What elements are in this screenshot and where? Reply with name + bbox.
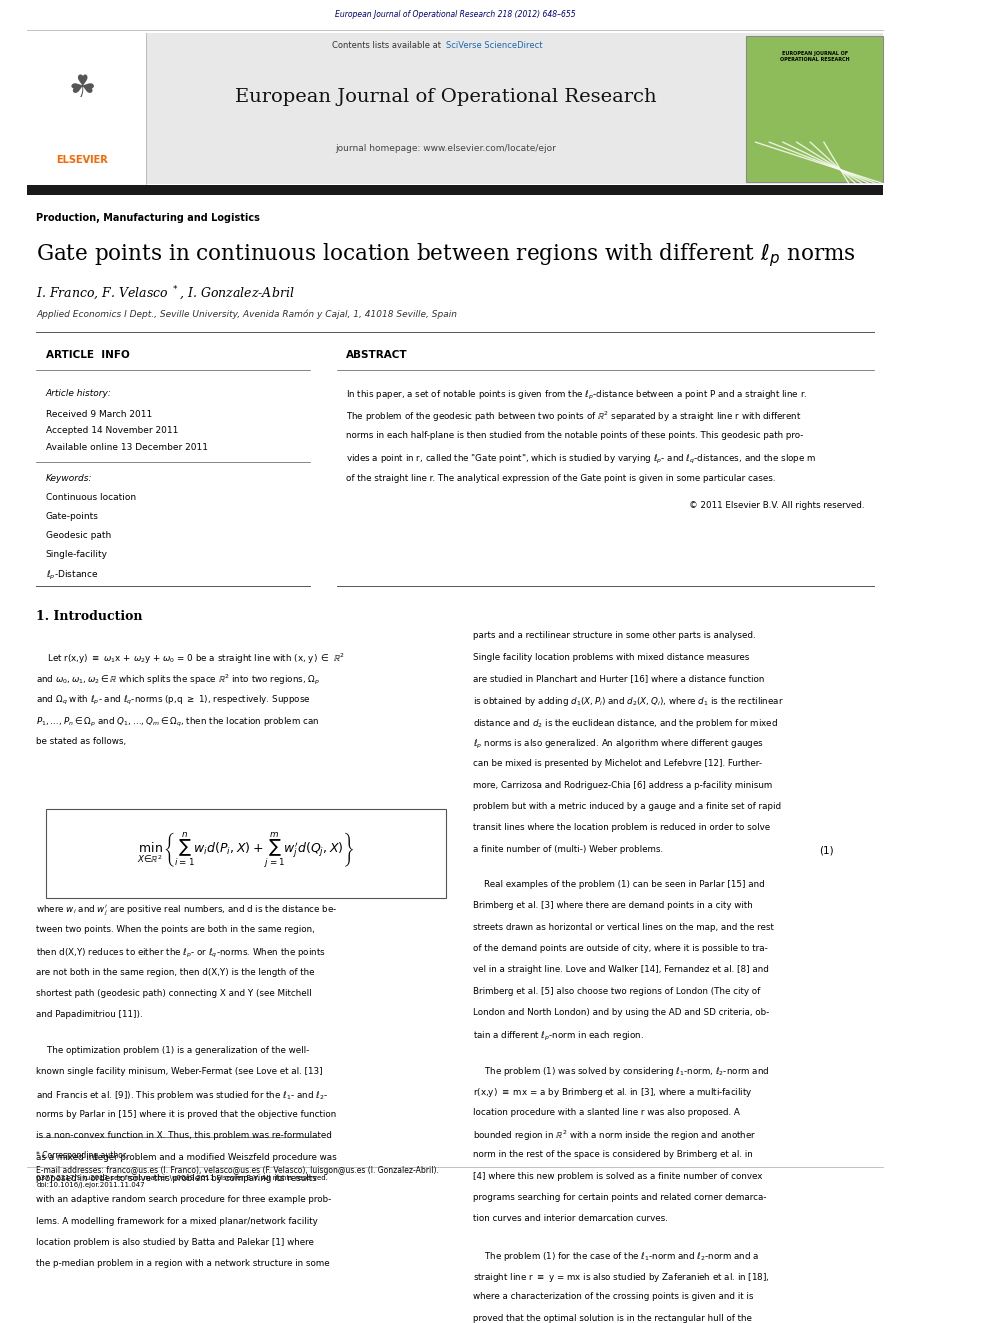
Text: Brimberg et al. [5] also choose two regions of London (The city of: Brimberg et al. [5] also choose two regi… [473, 987, 761, 996]
Text: with an adaptive random search procedure for three example prob-: with an adaptive random search procedure… [37, 1195, 331, 1204]
Text: proposed in order to solve this problem by comparing its results: proposed in order to solve this problem … [37, 1174, 317, 1183]
Text: E-mail addresses: franco@us.es (I. Franco), velasco@us.es (F. Velasco), luisgon@: E-mail addresses: franco@us.es (I. Franc… [37, 1166, 439, 1175]
Text: London and North London) and by using the AD and SD criteria, ob-: London and North London) and by using th… [473, 1008, 770, 1017]
Text: parts and a rectilinear structure in some other parts is analysed.: parts and a rectilinear structure in som… [473, 631, 756, 640]
Text: norm in the rest of the space is considered by Brimberg et al. in: norm in the rest of the space is conside… [473, 1150, 753, 1159]
Text: streets drawn as horizontal or vertical lines on the map, and the rest: streets drawn as horizontal or vertical … [473, 923, 775, 931]
Text: Production, Manufacturing and Logistics: Production, Manufacturing and Logistics [37, 213, 260, 224]
Text: where a characterization of the crossing points is given and it is: where a characterization of the crossing… [473, 1293, 754, 1302]
Text: tain a different $\ell_p$-norm in each region.: tain a different $\ell_p$-norm in each r… [473, 1029, 644, 1043]
Text: $P_1,\ldots,P_n \in \Omega_p$ and $Q_1,\ldots,Q_m \in \Omega_q$, then the locati: $P_1,\ldots,P_n \in \Omega_p$ and $Q_1,\… [37, 716, 319, 729]
Text: Real examples of the problem (1) can be seen in Parlar [15] and: Real examples of the problem (1) can be … [473, 880, 765, 889]
Text: doi:10.1016/j.ejor.2011.11.047: doi:10.1016/j.ejor.2011.11.047 [37, 1183, 145, 1188]
Text: programs searching for certain points and related corner demarca-: programs searching for certain points an… [473, 1193, 767, 1201]
Text: be stated as follows,: be stated as follows, [37, 737, 127, 746]
Text: where $w_i$ and $w_j'$ are positive real numbers, and d is the distance be-: where $w_i$ and $w_j'$ are positive real… [37, 904, 337, 918]
Text: can be mixed is presented by Michelot and Lefebvre [12]. Further-: can be mixed is presented by Michelot an… [473, 759, 763, 769]
Text: of the demand points are outside of city, where it is possible to tra-: of the demand points are outside of city… [473, 945, 768, 953]
Text: more, Carrizosa and Rodriguez-Chia [6] address a p-facility minisum: more, Carrizosa and Rodriguez-Chia [6] a… [473, 781, 773, 790]
Text: 1. Introduction: 1. Introduction [37, 610, 143, 623]
Text: SciVerse ScienceDirect: SciVerse ScienceDirect [446, 41, 543, 49]
Text: (1): (1) [819, 845, 834, 856]
Text: location problem is also studied by Batta and Palekar [1] where: location problem is also studied by Batt… [37, 1238, 314, 1248]
Text: European Journal of Operational Research 218 (2012) 648–655: European Journal of Operational Research… [335, 9, 575, 19]
Text: The optimization problem (1) is a generalization of the well-: The optimization problem (1) is a genera… [37, 1046, 310, 1054]
FancyBboxPatch shape [28, 33, 883, 184]
Text: Continuous location: Continuous location [46, 492, 136, 501]
Text: r(x,y) $\equiv$ mx = a by Brimberg et al. in [3], where a multi-facility: r(x,y) $\equiv$ mx = a by Brimberg et al… [473, 1086, 753, 1099]
Text: straight line r $\equiv$ y = mx is also studied by Zaferanieh et al. in [18],: straight line r $\equiv$ y = mx is also … [473, 1271, 770, 1285]
Text: and $\omega_0, \omega_1, \omega_2 \in \mathbb{R}$ which splits the space $\mathb: and $\omega_0, \omega_1, \omega_2 \in \m… [37, 673, 320, 688]
Text: known single facility minisum, Weber-Fermat (see Love et al. [13]: known single facility minisum, Weber-Fer… [37, 1068, 323, 1077]
Text: $\ell_p$ norms is also generalized. An algorithm where different gauges: $\ell_p$ norms is also generalized. An a… [473, 738, 765, 751]
Text: vel in a straight line. Love and Walker [14], Fernandez et al. [8] and: vel in a straight line. Love and Walker … [473, 966, 769, 975]
Text: Contents lists available at: Contents lists available at [332, 41, 446, 49]
FancyBboxPatch shape [28, 185, 883, 196]
Text: * Corresponding author.: * Corresponding author. [37, 1151, 128, 1160]
Text: journal homepage: www.elsevier.com/locate/ejor: journal homepage: www.elsevier.com/locat… [335, 144, 557, 152]
Text: In this paper, a set of notable points is given from the $\ell_p$-distance betwe: In this paper, a set of notable points i… [346, 389, 807, 402]
Text: Single facility location problems with mixed distance measures: Single facility location problems with m… [473, 652, 750, 662]
Text: ARTICLE  INFO: ARTICLE INFO [46, 351, 129, 360]
Text: Received 9 March 2011: Received 9 March 2011 [46, 410, 152, 419]
Text: European Journal of Operational Research: European Journal of Operational Research [235, 89, 657, 106]
Text: The problem (1) for the case of the $\ell_1$-norm and $\ell_2$-norm and a: The problem (1) for the case of the $\el… [473, 1250, 760, 1262]
Text: transit lines where the location problem is reduced in order to solve: transit lines where the location problem… [473, 823, 771, 832]
Text: tion curves and interior demarcation curves.: tion curves and interior demarcation cur… [473, 1215, 669, 1224]
Text: tween two points. When the points are both in the same region,: tween two points. When the points are bo… [37, 925, 315, 934]
Text: lems. A modelling framework for a mixed planar/network facility: lems. A modelling framework for a mixed … [37, 1217, 318, 1225]
Text: I. Franco, F. Velasco $^*$, I. Gonzalez-Abril: I. Franco, F. Velasco $^*$, I. Gonzalez-… [37, 284, 295, 303]
Text: distance and $d_2$ is the euclidean distance, and the problem for mixed: distance and $d_2$ is the euclidean dist… [473, 717, 779, 730]
Text: Geodesic path: Geodesic path [46, 531, 111, 540]
Text: Brimberg et al. [3] where there are demand points in a city with: Brimberg et al. [3] where there are dema… [473, 901, 753, 910]
Text: Keywords:: Keywords: [46, 474, 92, 483]
Text: [4] where this new problem is solved as a finite number of convex: [4] where this new problem is solved as … [473, 1172, 763, 1180]
Text: 0377-2217/$ \u2013 see front matter \u00a9 2011 Elsevier B.V. All rights reserve: 0377-2217/$ \u2013 see front matter \u00… [37, 1175, 328, 1181]
Text: are studied in Planchart and Hurter [16] where a distance function: are studied in Planchart and Hurter [16]… [473, 673, 765, 683]
Text: The problem (1) was solved by considering $\ell_1$-norm, $\ell_2$-norm and: The problem (1) was solved by considerin… [473, 1065, 770, 1078]
Text: ABSTRACT: ABSTRACT [346, 351, 408, 360]
Text: norms in each half-plane is then studied from the notable points of these points: norms in each half-plane is then studied… [346, 431, 804, 441]
Text: is a non-convex function in X. Thus, this problem was re-formulated: is a non-convex function in X. Thus, thi… [37, 1131, 332, 1140]
Text: ELSEVIER: ELSEVIER [57, 155, 108, 165]
Text: © 2011 Elsevier B.V. All rights reserved.: © 2011 Elsevier B.V. All rights reserved… [689, 501, 865, 511]
FancyBboxPatch shape [747, 36, 883, 183]
Text: and Papadimitriou [11]).: and Papadimitriou [11]). [37, 1011, 143, 1020]
Text: are not both in the same region, then d(X,Y) is the length of the: are not both in the same region, then d(… [37, 968, 314, 976]
Text: $\ell_p$-Distance: $\ell_p$-Distance [46, 569, 98, 582]
Text: norms by Parlar in [15] where it is proved that the objective function: norms by Parlar in [15] where it is prov… [37, 1110, 336, 1119]
Text: vides a point in r, called the "Gate point", which is studied by varying $\ell_p: vides a point in r, called the "Gate poi… [346, 452, 816, 466]
Text: as a mixed integer problem and a modified Weiszfeld procedure was: as a mixed integer problem and a modifie… [37, 1152, 337, 1162]
Text: location procedure with a slanted line r was also proposed. A: location procedure with a slanted line r… [473, 1107, 740, 1117]
Text: Gate points in continuous location between regions with different $\ell_p$ norms: Gate points in continuous location betwe… [37, 241, 856, 269]
Text: ☘: ☘ [68, 74, 95, 103]
Text: Available online 13 December 2011: Available online 13 December 2011 [46, 443, 207, 452]
Text: and Francis et al. [9]). This problem was studied for the $\ell_1$- and $\ell_2$: and Francis et al. [9]). This problem wa… [37, 1089, 328, 1102]
Text: proved that the optimal solution is in the rectangular hull of the: proved that the optimal solution is in t… [473, 1314, 752, 1323]
Text: problem but with a metric induced by a gauge and a finite set of rapid: problem but with a metric induced by a g… [473, 802, 782, 811]
Text: then d(X,Y) reduces to either the $\ell_p$- or $\ell_q$-norms. When the points: then d(X,Y) reduces to either the $\ell_… [37, 946, 326, 959]
FancyBboxPatch shape [28, 33, 146, 184]
Text: shortest path (geodesic path) connecting X and Y (see Mitchell: shortest path (geodesic path) connecting… [37, 990, 312, 998]
Text: bounded region in $\mathbb{R}^2$ with a norm inside the region and another: bounded region in $\mathbb{R}^2$ with a … [473, 1129, 757, 1143]
Text: EUROPEAN JOURNAL OF
OPERATIONAL RESEARCH: EUROPEAN JOURNAL OF OPERATIONAL RESEARCH [780, 52, 849, 62]
Text: Accepted 14 November 2011: Accepted 14 November 2011 [46, 426, 178, 435]
Text: Article history:: Article history: [46, 389, 111, 397]
Text: is obtained by adding $d_1(X,P_i)$ and $d_2(X,Q_i)$, where $d_1$ is the rectilin: is obtained by adding $d_1(X,P_i)$ and $… [473, 696, 784, 708]
Text: The problem of the geodesic path between two points of $\mathbb{R}^2$ separated : The problem of the geodesic path between… [346, 410, 802, 425]
Text: Gate-points: Gate-points [46, 512, 98, 521]
Text: Let r(x,y) $\equiv$ $\omega_1$x + $\omega_2$y + $\omega_0$ = 0 be a straight lin: Let r(x,y) $\equiv$ $\omega_1$x + $\omeg… [37, 651, 345, 665]
Text: a finite number of (multi-) Weber problems.: a finite number of (multi-) Weber proble… [473, 844, 664, 853]
Text: $\min_{X \in \mathbb{R}^2} \left\{ \sum_{i=1}^{n} w_i d(P_i, X) + \sum_{j=1}^{m}: $\min_{X \in \mathbb{R}^2} \left\{ \sum_… [137, 831, 354, 871]
Text: the p-median problem in a region with a network structure in some: the p-median problem in a region with a … [37, 1259, 330, 1269]
Text: of the straight line r. The analytical expression of the Gate point is given in : of the straight line r. The analytical e… [346, 474, 776, 483]
Text: Applied Economics I Dept., Seville University, Avenida Ramón y Cajal, 1, 41018 S: Applied Economics I Dept., Seville Unive… [37, 310, 457, 319]
FancyBboxPatch shape [46, 810, 446, 898]
Text: Single-facility: Single-facility [46, 549, 107, 558]
Text: and $\Omega_q$ with $\ell_p$- and $\ell_q$-norms (p,q $\geq$ 1), respectively. S: and $\Omega_q$ with $\ell_p$- and $\ell_… [37, 695, 311, 708]
